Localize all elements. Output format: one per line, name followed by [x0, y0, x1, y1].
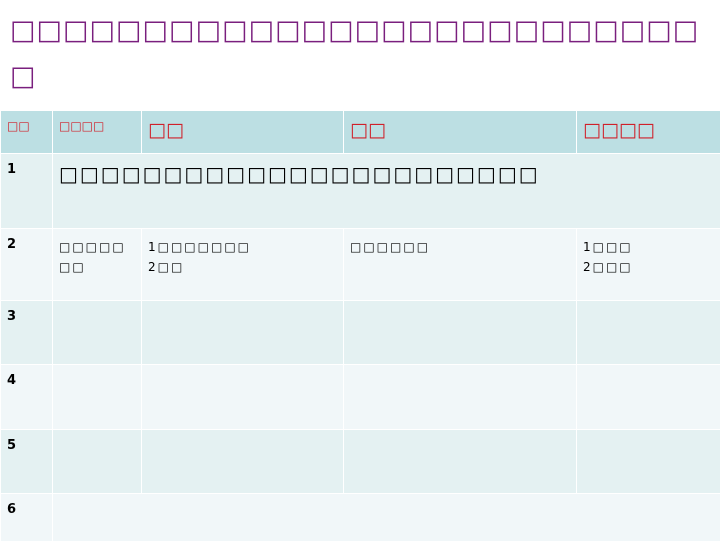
- cell: [142, 301, 344, 365]
- row: 2 □□□□□□□ 1□□□□□□□2□□ □□□□□□ 1□□□2□□□: [1, 229, 720, 301]
- row: 3: [1, 301, 720, 365]
- cell-line: 2□□□: [583, 257, 714, 277]
- title-line: □□□□□□□□□□□□□□□□□□□□□□□□□□□: [10, 8, 715, 100]
- cell: [53, 301, 142, 365]
- header-cell: □□□□: [53, 111, 142, 154]
- merged-cell: □□□□□□□□□□□□□□□□□□□□□□□: [53, 154, 720, 229]
- row-number: 1: [1, 154, 53, 229]
- row: 4: [1, 365, 720, 430]
- cell: 1□□□□□□□2□□: [142, 229, 344, 301]
- table: □□ □□□□ □□ □□ □□□□ 1 □□□□□□□□□□□□□□□□□□□…: [0, 110, 720, 542]
- header-row: □□ □□□□ □□ □□ □□□□: [1, 111, 720, 154]
- cell: [577, 430, 720, 494]
- cell-line: 1□□□: [583, 237, 714, 257]
- cell: □□□□□□□: [53, 229, 142, 301]
- cell-line: □□□□□□: [350, 237, 570, 257]
- cell: [142, 430, 344, 494]
- row: 1 □□□□□□□□□□□□□□□□□□□□□□□: [1, 154, 720, 229]
- row-number: 6: [1, 494, 53, 542]
- header-cell: □□: [1, 111, 53, 154]
- cell: [53, 430, 142, 494]
- header-cell: □□□□: [577, 111, 720, 154]
- cell: [577, 301, 720, 365]
- cell: [53, 365, 142, 430]
- cell-line: □□□□□: [59, 237, 135, 257]
- cell-line: □□: [59, 257, 135, 277]
- merged-cell: [53, 494, 720, 542]
- row-number: 2: [1, 229, 53, 301]
- row-number: 3: [1, 301, 53, 365]
- cell: □□□□□□: [344, 229, 577, 301]
- cell: [344, 365, 577, 430]
- row-number: 5: [1, 430, 53, 494]
- cell-line: 2□□: [148, 257, 337, 277]
- row: 6: [1, 494, 720, 542]
- cell: [344, 430, 577, 494]
- row: 5: [1, 430, 720, 494]
- cell: 1□□□2□□□: [577, 229, 720, 301]
- cell: [344, 301, 577, 365]
- header-cell: □□: [142, 111, 344, 154]
- header-cell: □□: [344, 111, 577, 154]
- cell: [577, 365, 720, 430]
- row-number: 4: [1, 365, 53, 430]
- cell: [142, 365, 344, 430]
- cell-line: 1□□□□□□□: [148, 237, 337, 257]
